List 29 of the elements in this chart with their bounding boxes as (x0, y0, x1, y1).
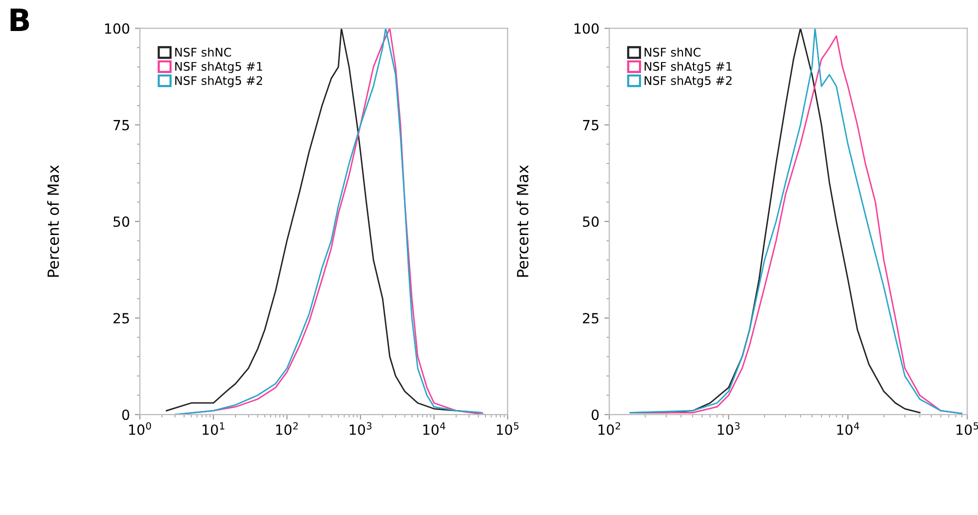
legend-label: NSF shNC (644, 48, 700, 57)
y-tick-label: 50 (114, 216, 130, 227)
x-tick-label: 10$^{3}$ (718, 422, 740, 435)
y-tick-label: 75 (114, 120, 129, 130)
y-axis-title: Percent of Max (47, 165, 59, 277)
x-tick-label: 10$^{5}$ (496, 422, 518, 435)
y-tick-label: 50 (582, 216, 599, 227)
text: B (10, 8, 29, 31)
y-tick-label: 25 (582, 312, 598, 324)
x-tick-label: 10$^{0}$ (129, 422, 151, 435)
y-tick-label: 25 (113, 312, 129, 324)
y-tick-label: 0 (122, 410, 130, 420)
x-tick-label: 10$^{5}$ (956, 422, 978, 435)
y-tick-label: 100 (105, 23, 130, 34)
x-tick-label: 10$^{1}$ (202, 422, 224, 435)
y-axis-title: Percent of Max (516, 165, 528, 277)
x-tick-label: 10$^{4}$ (837, 422, 860, 435)
y-tick-label: 0 (592, 410, 599, 420)
legend-label: NSF shNC (175, 48, 232, 57)
y-tick-label: 100 (574, 23, 599, 34)
legend-label: NSF shAtg5 #2 (644, 76, 732, 88)
y-tick-label: 75 (583, 120, 598, 130)
legend-label: NSF shAtg5 #1 (175, 62, 262, 74)
x-tick-label: 10$^{4}$ (423, 422, 446, 435)
x-tick-label: 10$^{2}$ (276, 422, 298, 435)
legend-label: NSF shAtg5 #1 (644, 62, 732, 74)
x-tick-label: 10$^{2}$ (598, 422, 620, 435)
x-tick-label: 10$^{3}$ (350, 422, 372, 435)
legend-label: NSF shAtg5 #2 (175, 76, 262, 88)
